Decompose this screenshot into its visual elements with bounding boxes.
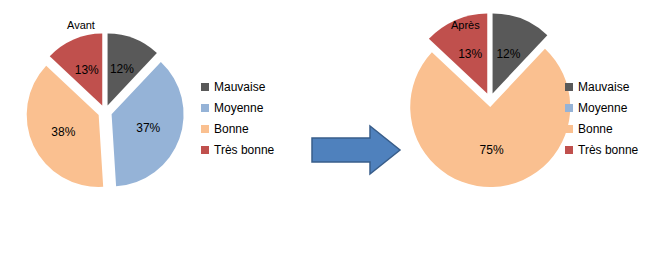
svg-text:12%: 12% <box>110 62 134 76</box>
svg-text:13%: 13% <box>75 63 99 77</box>
svg-text:Mauvaise: Mauvaise <box>578 80 630 94</box>
svg-text:13%: 13% <box>458 47 482 61</box>
svg-text:Bonne: Bonne <box>214 122 249 136</box>
svg-text:Bonne: Bonne <box>578 122 613 136</box>
svg-text:Moyenne: Moyenne <box>578 101 628 115</box>
svg-text:Mauvaise: Mauvaise <box>214 80 266 94</box>
svg-text:Avant: Avant <box>67 19 95 31</box>
svg-text:Très bonne: Très bonne <box>214 143 275 157</box>
svg-text:Après: Après <box>451 19 480 31</box>
svg-text:Très bonne: Très bonne <box>578 143 639 157</box>
svg-text:75%: 75% <box>480 143 504 157</box>
svg-text:Moyenne: Moyenne <box>214 101 264 115</box>
svg-text:12%: 12% <box>496 47 520 61</box>
svg-text:38%: 38% <box>51 125 75 139</box>
svg-text:37%: 37% <box>136 121 160 135</box>
